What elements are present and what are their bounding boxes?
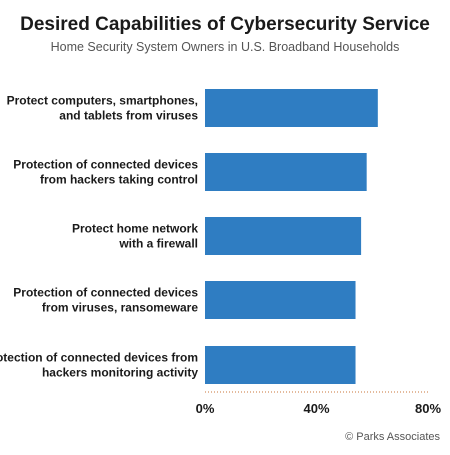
x-tick-label-3: 80%	[415, 401, 441, 416]
category-label-5-line-1: Protection of connected devices from	[0, 351, 198, 365]
bar-4	[205, 281, 356, 319]
category-label-3-line-2: with a firewall	[118, 237, 198, 251]
x-tick-label-2: 40%	[303, 401, 329, 416]
chart-title: Desired Capabilities of Cybersecurity Se…	[20, 14, 430, 35]
category-label-1-line-2: and tablets from viruses	[59, 109, 198, 123]
category-label-3-line-1: Protect home network	[72, 222, 198, 236]
bar-5	[205, 346, 356, 384]
bars-layer: Protect computers, smartphones,and table…	[0, 89, 378, 384]
category-label-4-line-2: from viruses, ransomeware	[42, 301, 198, 315]
bar-1	[205, 89, 378, 127]
chart-subtitle: Home Security System Owners in U.S. Broa…	[51, 40, 400, 54]
category-label-2-line-1: Protection of connected devices	[13, 158, 198, 172]
category-label-5-line-2: hackers monitoring activity	[42, 366, 198, 380]
bar-3	[205, 217, 362, 255]
bar-2	[205, 153, 367, 191]
x-tick-label-1: 0%	[196, 401, 215, 416]
x-axis: 0% 40% 80%	[196, 391, 441, 416]
source-credit: © Parks Associates	[345, 431, 440, 443]
category-label-2-line-2: from hackers taking control	[40, 173, 198, 187]
category-label-4-line-1: Protection of connected devices	[13, 286, 198, 300]
category-label-1-line-1: Protect computers, smartphones,	[7, 94, 198, 108]
